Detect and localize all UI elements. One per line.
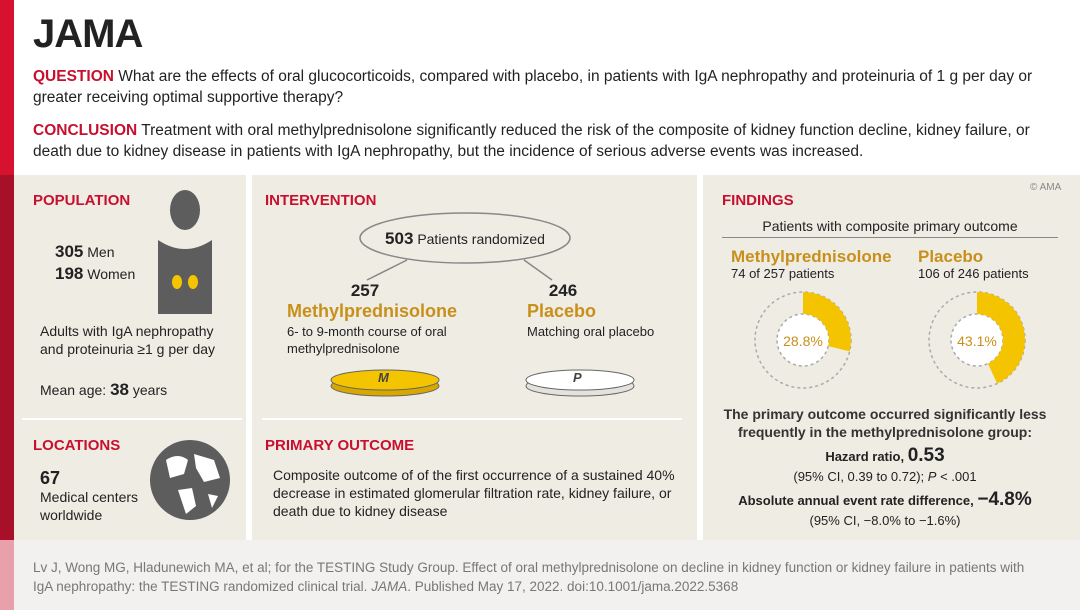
section-title: INTERVENTION <box>265 192 377 209</box>
percent-label: 28.8% <box>783 333 823 349</box>
pill-label: P <box>573 370 582 385</box>
donut-segment <box>977 292 1025 384</box>
group-name: Methylprednisolone <box>731 247 892 266</box>
pill-label: M <box>378 370 389 385</box>
label: Mean age: <box>40 382 107 398</box>
column-divider <box>246 175 252 540</box>
label: Absolute annual event rate difference, <box>738 493 974 508</box>
location-count: 67 <box>40 468 61 488</box>
label: Women <box>87 266 136 282</box>
men: 305 Men <box>55 242 115 262</box>
randomized: 503 Patients randomized <box>345 229 585 249</box>
globe-icon <box>150 440 230 520</box>
donut-segment <box>803 292 851 352</box>
label: Hazard ratio, <box>825 449 905 464</box>
logo: JAMA <box>33 12 143 56</box>
person-icon <box>158 190 212 314</box>
count: 503 <box>385 229 414 248</box>
accent-bar <box>0 175 14 540</box>
question: QUESTION What are the effects of oral gl… <box>33 66 1053 108</box>
arm-count: 257 <box>350 281 380 300</box>
population-description: Adults with IgA nephropathy and proteinu… <box>40 323 216 357</box>
accent-bar <box>0 0 14 175</box>
findings-statement: The primary outcome occurred significant… <box>723 406 1047 440</box>
column-divider <box>697 175 703 540</box>
group-name: Placebo <box>918 247 984 266</box>
p-text: < .001 <box>940 469 977 484</box>
value: 38 <box>110 380 129 399</box>
mean-age: Mean age: 38 years <box>40 380 167 400</box>
arm-description: Matching oral placebo <box>527 324 655 339</box>
question-label: QUESTION <box>33 68 114 85</box>
rate-ci: (95% CI, −8.0% to −1.6%) <box>809 513 961 528</box>
count: 198 <box>55 264 84 283</box>
conclusion-text: Treatment with oral methylprednisolone s… <box>33 122 1030 160</box>
value: −4.8% <box>977 489 1032 510</box>
rate-difference: Absolute annual event rate difference, −… <box>712 489 1058 511</box>
conclusion-label: CONCLUSION <box>33 122 138 139</box>
outcome-text: Composite outcome of of the first occurr… <box>273 467 675 519</box>
question-text: What are the effects of oral glucocortic… <box>33 68 1033 106</box>
citation-text: Lv J, Wong MG, Hladunewich MA, et al; fo… <box>33 560 1025 594</box>
group-summary: 74 of 257 patients <box>731 266 835 281</box>
percent-label: 43.1% <box>957 333 997 349</box>
count: 305 <box>55 242 84 261</box>
conclusion: CONCLUSION Treatment with oral methylpre… <box>33 120 1053 162</box>
intervention-diagram <box>330 212 635 397</box>
section-title: LOCATIONS <box>33 437 121 454</box>
label: Men <box>87 244 115 260</box>
donut-charts <box>754 291 1026 389</box>
arm-name: Methylprednisolone <box>287 301 458 321</box>
copyright: © AMA <box>1030 182 1062 193</box>
label: Patients randomized <box>417 231 545 247</box>
hazard-ci: (95% CI, 0.39 to 0.72); P < .001 <box>722 469 1048 484</box>
arm-count: 246 <box>548 281 578 300</box>
citation-bg <box>14 540 1080 610</box>
divider <box>262 418 682 420</box>
unit: years <box>132 382 168 398</box>
donut-outline <box>754 291 852 389</box>
location-text: Medical centers worldwide <box>40 489 139 523</box>
citation: Lv J, Wong MG, Hladunewich MA, et al; fo… <box>33 558 1043 596</box>
divider <box>722 237 1058 238</box>
group-summary: 106 of 246 patients <box>918 266 1029 281</box>
findings-subtitle: Patients with composite primary outcome <box>762 218 1018 234</box>
citation-published: . Published May 17, 2022. doi:10.1001/ja… <box>407 579 739 594</box>
arm-description: 6- to 9-month course of oral methylpredn… <box>287 324 447 356</box>
p-label: P <box>927 469 937 484</box>
hazard-ratio: Hazard ratio, 0.53 <box>722 445 1048 467</box>
divider <box>22 418 242 420</box>
value: 0.53 <box>907 445 945 466</box>
arm-name: Placebo <box>527 301 597 321</box>
section-title: POPULATION <box>33 192 131 209</box>
women: 198 Women <box>55 264 135 284</box>
accent-bar <box>0 540 14 610</box>
section-title: PRIMARY OUTCOME <box>265 437 415 454</box>
section-title: FINDINGS <box>722 192 794 209</box>
citation-journal: JAMA <box>371 579 408 594</box>
ci: (95% CI, 0.39 to 0.72); <box>793 469 925 484</box>
